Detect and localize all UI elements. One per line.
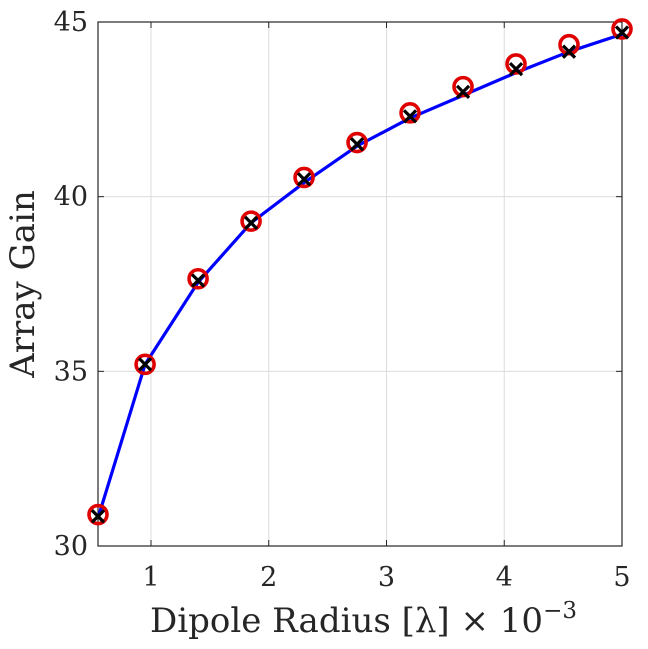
x-axis-label-main: Dipole Radius [λ] × 10 [150, 601, 543, 641]
x-tick-label: 3 [378, 562, 395, 593]
x-tick-label: 5 [613, 562, 630, 593]
circle-marker [293, 166, 315, 189]
x-marker [349, 137, 365, 152]
y-axis-label: Array Gain [3, 190, 43, 379]
x-marker [296, 172, 312, 187]
circle-marker [452, 75, 474, 98]
x-marker [190, 273, 206, 288]
x-marker [614, 25, 630, 40]
circle-marker [187, 267, 209, 290]
grid [98, 21, 623, 547]
circle-marker [399, 102, 421, 124]
x-marker-stroke [561, 44, 577, 59]
x-marker-stroke [349, 137, 365, 152]
y-tick-label: 35 [54, 356, 88, 387]
x-marker-stroke [137, 357, 153, 372]
x-marker-stroke [508, 62, 524, 77]
x-marker [402, 109, 418, 124]
x-marker-stroke [614, 25, 630, 40]
circle-marker [611, 18, 633, 40]
x-tick-label: 2 [260, 562, 277, 593]
circle-marker [87, 503, 109, 526]
x-marker-stroke [402, 109, 418, 124]
circle-marker [134, 353, 156, 376]
x-marker [455, 84, 471, 99]
x-marker [90, 509, 106, 524]
circle-marker [240, 210, 262, 232]
x-marker-stroke [243, 215, 259, 230]
x-marker [561, 44, 577, 59]
series [87, 18, 633, 526]
y-tick-label: 45 [54, 7, 88, 38]
x-tick-label: 4 [496, 562, 513, 593]
series-line [96, 32, 623, 519]
circle-marker [505, 53, 527, 75]
y-tick-label: 40 [54, 182, 88, 213]
x-marker-stroke [90, 509, 106, 524]
x-tick-label: 1 [142, 562, 159, 593]
circle-marker [346, 131, 368, 154]
x-marker-stroke [296, 172, 312, 187]
x-marker-stroke [190, 273, 206, 288]
x-axis-label: Dipole Radius [λ] × 10−3 [150, 598, 577, 641]
x-axis-label-exponent: −3 [543, 598, 577, 624]
x-marker [243, 215, 259, 230]
x-marker [137, 357, 153, 372]
x-marker [508, 62, 524, 77]
plot-frame [97, 21, 623, 547]
x-marker-stroke [455, 84, 471, 99]
y-tick-label: 30 [54, 531, 88, 562]
